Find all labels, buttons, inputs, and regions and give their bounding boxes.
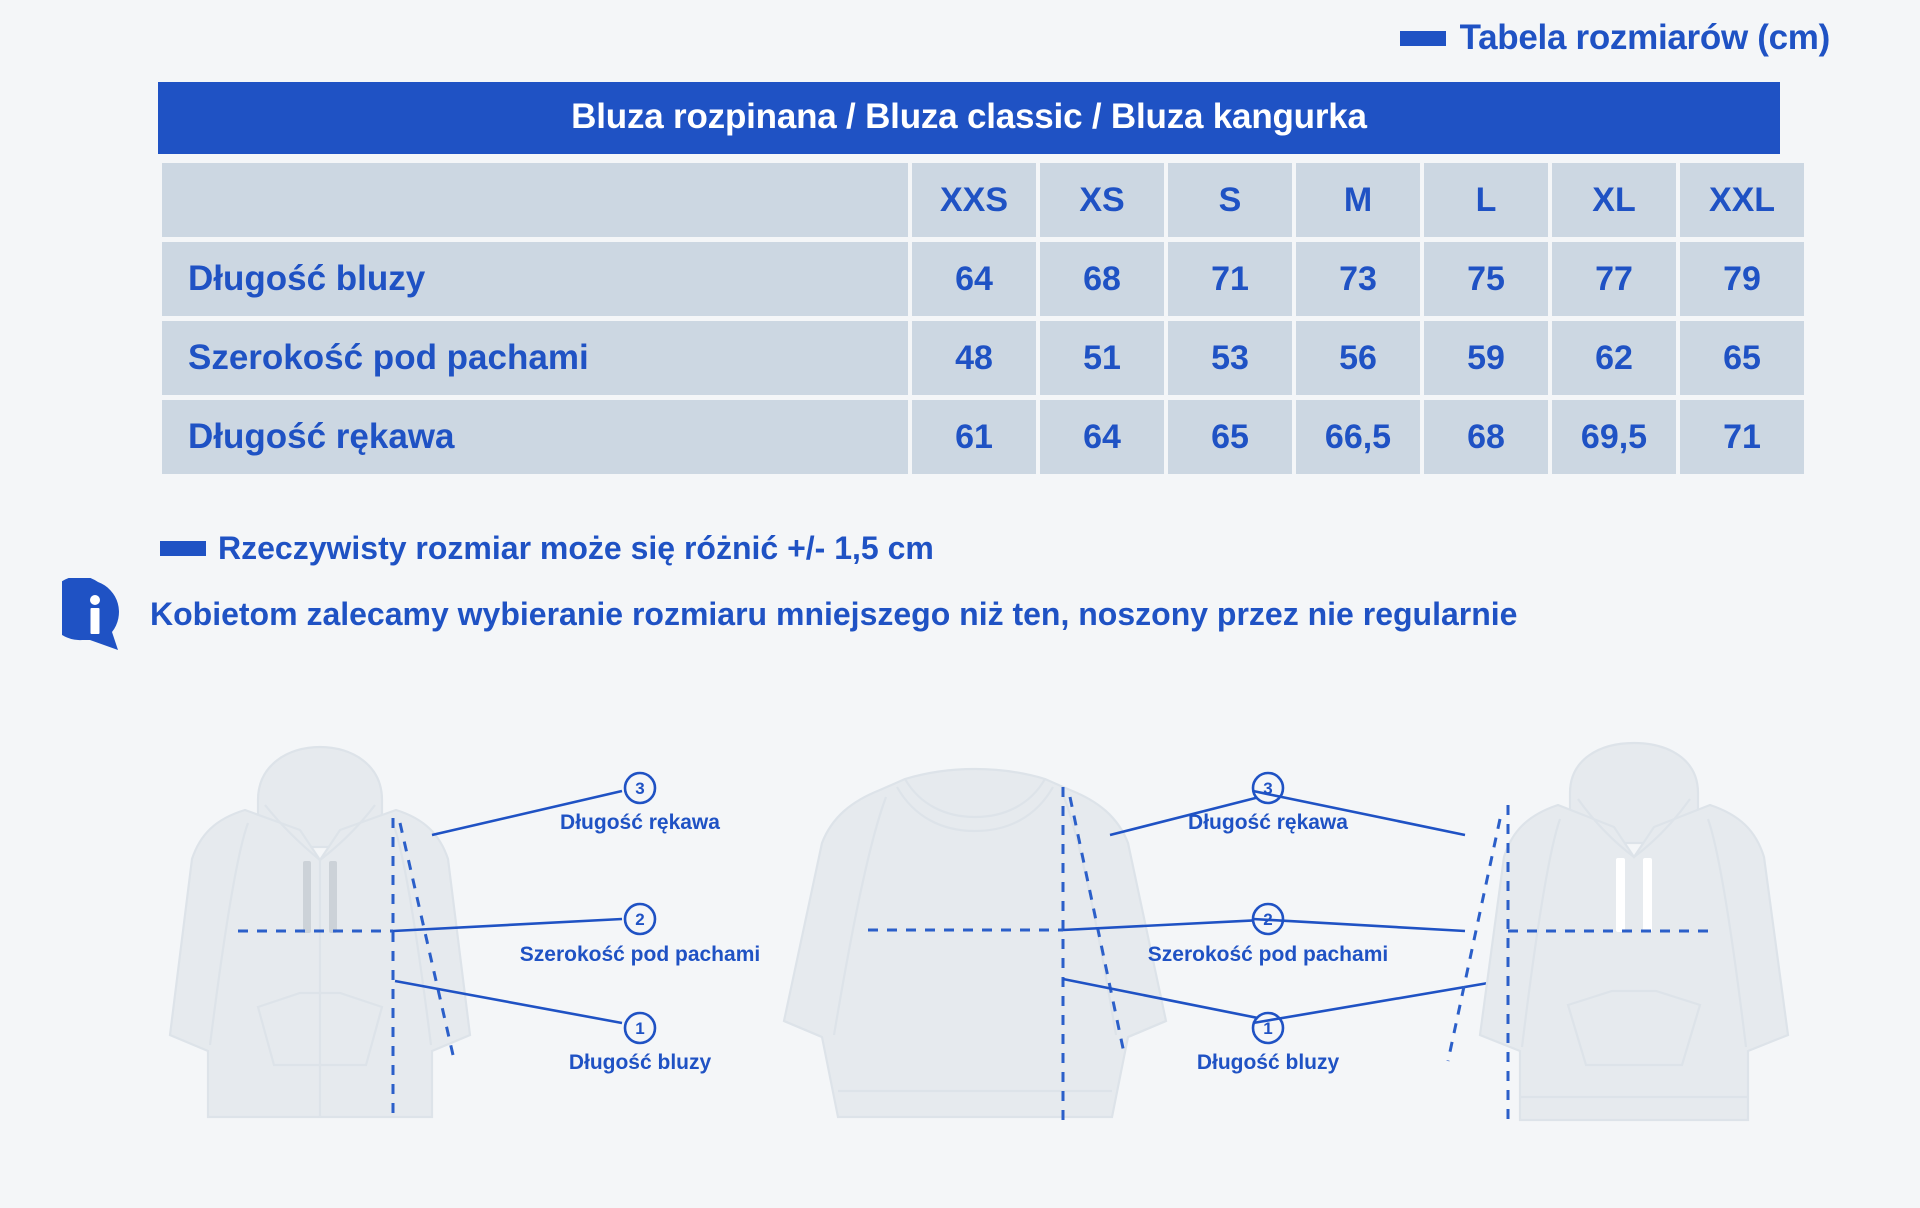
size-header-xxs: XXS xyxy=(912,163,1036,237)
cell-length-m: 73 xyxy=(1296,242,1420,316)
callout-marker-2 xyxy=(623,902,657,936)
size-header-xs: XS xyxy=(1040,163,1164,237)
cell-sleeve-xxs: 61 xyxy=(912,400,1036,474)
garment-diagrams: 3 2 1 Długość rękawa Szerokość pod pacha… xyxy=(0,735,1920,1208)
callout-label-length-left: Długość bluzy xyxy=(569,1051,712,1074)
cell-length-xs: 68 xyxy=(1040,242,1164,316)
table-corner-cell xyxy=(162,163,908,237)
svg-text:3: 3 xyxy=(1263,779,1272,798)
table-row: Długość rękawa 61 64 65 66,5 68 69,5 71 xyxy=(162,400,1804,474)
cell-chest-s: 53 xyxy=(1168,321,1292,395)
cell-length-xxl: 79 xyxy=(1680,242,1804,316)
callout-marker-3 xyxy=(623,771,657,805)
cell-chest-xs: 51 xyxy=(1040,321,1164,395)
callout-label-chest-left: Szerokość pod pachami xyxy=(520,943,760,966)
table-header-row: XXS XS S M L XL XXL xyxy=(162,163,1804,237)
size-header-l: L xyxy=(1424,163,1548,237)
cell-chest-xxs: 48 xyxy=(912,321,1036,395)
women-sizing-tip: Kobietom zalecamy wybieranie rozmiaru mn… xyxy=(47,576,1518,650)
table-row: Szerokość pod pachami 48 51 53 56 59 62 … xyxy=(162,321,1804,395)
diagram-zip-hoodie: 3 2 1 Długość rękawa Szerokość pod pacha… xyxy=(168,745,760,1120)
cell-chest-m: 56 xyxy=(1296,321,1420,395)
dash-marker-icon xyxy=(160,541,206,556)
tolerance-note-text: Rzeczywisty rozmiar może się różnić +/- … xyxy=(218,530,934,566)
size-table-title: Bluza rozpinana / Bluza classic / Bluza … xyxy=(158,82,1780,154)
diagram-crewneck xyxy=(782,767,1284,1120)
size-header-xxl: XXL xyxy=(1680,163,1804,237)
diagram-pullover-hoodie xyxy=(1252,741,1790,1122)
cell-chest-xl: 62 xyxy=(1552,321,1676,395)
measure-label-chest: Szerokość pod pachami xyxy=(162,321,908,395)
cell-length-xl: 77 xyxy=(1552,242,1676,316)
cell-sleeve-m: 66,5 xyxy=(1296,400,1420,474)
callout-marker-1 xyxy=(623,1011,657,1045)
size-table-container: Bluza rozpinana / Bluza classic / Bluza … xyxy=(158,82,1804,479)
measure-label-length: Długość bluzy xyxy=(162,242,908,316)
cell-length-xxs: 64 xyxy=(912,242,1036,316)
size-header-s: S xyxy=(1168,163,1292,237)
cell-length-s: 71 xyxy=(1168,242,1292,316)
info-icon xyxy=(47,576,134,650)
callout-label-sleeve-right: Długość rękawa xyxy=(1188,811,1348,834)
size-table-legend: Tabela rozmiarów (cm) xyxy=(1399,18,1831,58)
cell-chest-xxl: 65 xyxy=(1680,321,1804,395)
measure-label-sleeve: Długość rękawa xyxy=(162,400,908,474)
cell-chest-l: 59 xyxy=(1424,321,1548,395)
callout-label-chest-right: Szerokość pod pachami xyxy=(1148,943,1388,966)
cell-sleeve-l: 68 xyxy=(1424,400,1548,474)
women-sizing-tip-text: Kobietom zalecamy wybieranie rozmiaru mn… xyxy=(150,595,1518,632)
size-header-xl: XL xyxy=(1552,163,1676,237)
callout-label-sleeve-left: Długość rękawa xyxy=(560,811,720,834)
size-table: XXS XS S M L XL XXL Długość bluzy 64 68 … xyxy=(158,158,1808,479)
cell-sleeve-xl: 69,5 xyxy=(1552,400,1676,474)
callout-label-length-right: Długość bluzy xyxy=(1197,1051,1340,1074)
svg-text:1: 1 xyxy=(635,1019,644,1038)
cell-length-l: 75 xyxy=(1424,242,1548,316)
svg-text:2: 2 xyxy=(635,910,644,929)
svg-text:1: 1 xyxy=(1263,1019,1272,1038)
tolerance-note: Rzeczywisty rozmiar może się różnić +/- … xyxy=(160,530,934,567)
cell-sleeve-xxl: 71 xyxy=(1680,400,1804,474)
cell-sleeve-s: 65 xyxy=(1168,400,1292,474)
dash-marker-icon xyxy=(1399,30,1446,46)
cell-sleeve-xs: 64 xyxy=(1040,400,1164,474)
legend-label: Tabela rozmiarów (cm) xyxy=(1459,18,1831,57)
table-row: Długość bluzy 64 68 71 73 75 77 79 xyxy=(162,242,1804,316)
svg-text:3: 3 xyxy=(635,779,644,798)
size-header-m: M xyxy=(1296,163,1420,237)
